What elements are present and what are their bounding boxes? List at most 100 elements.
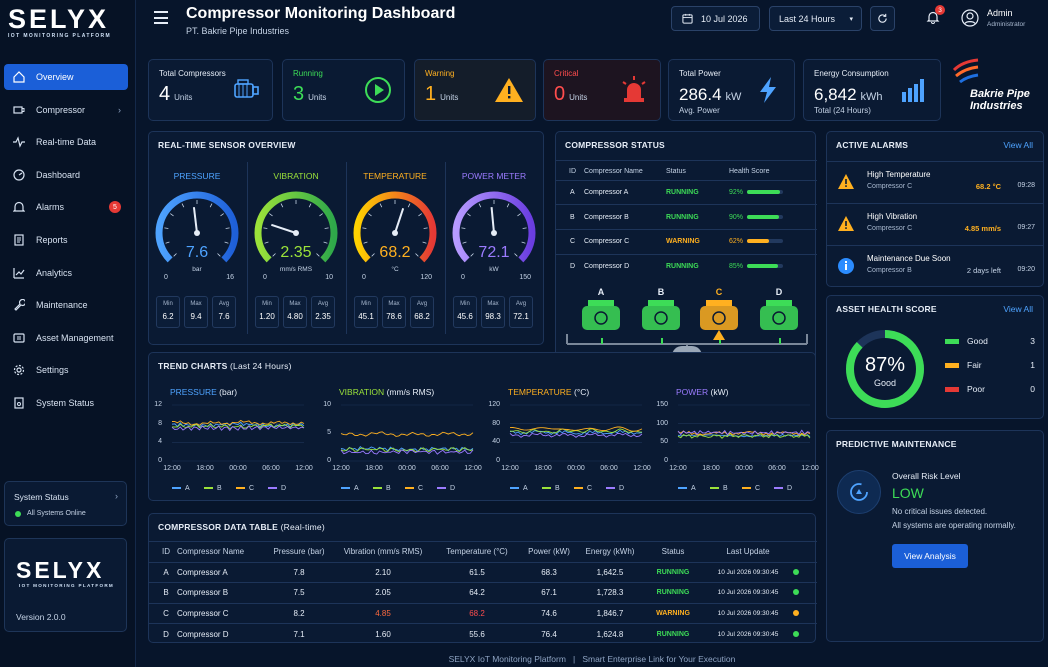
sidebar-item-compressor[interactable]: Compressor › bbox=[4, 97, 128, 123]
warning-icon bbox=[837, 215, 855, 233]
date-picker[interactable]: 10 Jul 2026 bbox=[671, 6, 760, 31]
sidebar-item-analytics[interactable]: Analytics bbox=[4, 260, 128, 286]
sidebar-item-dashboard[interactable]: Dashboard bbox=[4, 162, 128, 188]
risk-label: Overall Risk Level bbox=[892, 471, 961, 481]
version-label: Version 2.0.0 bbox=[16, 612, 66, 622]
view-analysis-button[interactable]: View Analysis bbox=[892, 544, 968, 568]
sidebar-item-settings[interactable]: Settings bbox=[4, 357, 128, 383]
series-line-c bbox=[509, 426, 643, 432]
gauge-max: 150 bbox=[519, 274, 531, 281]
alarm-item[interactable]: High Temperature Compressor C 68.2 °C 09:28 bbox=[827, 161, 1043, 202]
cell-health: 90% bbox=[729, 205, 817, 230]
refresh-button[interactable] bbox=[870, 6, 895, 31]
alarm-title: High Temperature bbox=[867, 170, 931, 179]
kpi-sub: Total (24 Hours) bbox=[814, 106, 871, 115]
table-row[interactable]: D Compressor D 7.1 1.60 55.6 76.4 1,624.8 RUNNI… bbox=[149, 623, 817, 645]
stat-label: Min bbox=[361, 301, 371, 307]
x-tick-label: 00:00 bbox=[398, 465, 416, 472]
gauge-stat-max: Max 78.6 bbox=[382, 296, 406, 328]
time-range-select[interactable]: Last 24 Hours ▾ bbox=[769, 6, 862, 31]
kpi-warning[interactable]: Warning 1 Units bbox=[414, 59, 536, 121]
series-line-a bbox=[509, 429, 643, 436]
cell-name: Compressor B bbox=[177, 588, 229, 598]
y-tick-label: 0 bbox=[327, 457, 331, 464]
cell-status: RUNNING bbox=[656, 568, 690, 576]
sidebar-item-asset-management[interactable]: Asset Management bbox=[4, 325, 128, 351]
alarm-value: 2 days left bbox=[966, 266, 1001, 275]
alarm-item[interactable]: Maintenance Due Soon Compressor B 2 days l… bbox=[827, 245, 1043, 286]
kpi-total-compressors[interactable]: Total Compressors 4 Units bbox=[148, 59, 273, 121]
trend-chart bbox=[677, 404, 811, 462]
cell-update: 10 Jul 2026 09:30:45 bbox=[717, 630, 779, 638]
cell-temp: 64.2 bbox=[469, 588, 485, 598]
cell-vibration: 2.05 bbox=[375, 588, 391, 598]
system-status-box[interactable]: System Status › All Systems Online bbox=[4, 481, 127, 526]
gauge-tick bbox=[323, 241, 328, 244]
notifications-button[interactable]: 3 bbox=[926, 5, 945, 26]
cell-name: Compressor D bbox=[584, 263, 630, 271]
gauge-tick bbox=[324, 227, 329, 229]
alarm-time: 09:27 bbox=[1017, 224, 1035, 231]
cell-status: RUNNING bbox=[666, 263, 699, 271]
sidebar-item-label: Compressor bbox=[36, 104, 86, 115]
sidebar-item-alarms[interactable]: Alarms 5 bbox=[4, 194, 128, 220]
sidebar-item-real-time-data[interactable]: Real-time Data bbox=[4, 129, 128, 155]
kpi-value: 286.4 kW bbox=[679, 85, 742, 104]
kpi-label: Total Power bbox=[679, 69, 721, 78]
stat-value: 6.2 bbox=[162, 312, 174, 321]
info-icon bbox=[837, 257, 855, 275]
compressor-unit-icon bbox=[760, 306, 798, 330]
trend-title: POWER (kW) bbox=[676, 387, 729, 397]
table-row[interactable]: A Compressor A 7.8 2.10 61.5 68.3 1,642.5 RUNNI… bbox=[149, 562, 817, 583]
menu-toggle-icon[interactable] bbox=[154, 11, 168, 28]
col-header: Temperature (°C) bbox=[446, 546, 508, 556]
table-row[interactable]: C Compressor C WARNING 62% bbox=[556, 229, 817, 254]
sidebar-item-maintenance[interactable]: Maintenance bbox=[4, 292, 128, 318]
footer-left: SELYX IoT Monitoring Platform bbox=[448, 654, 566, 664]
app-logo[interactable]: SELYX IOT MONITORING PLATFORM bbox=[8, 6, 130, 40]
panel-title: COMPRESSOR STATUS bbox=[565, 140, 665, 150]
table-row[interactable]: D Compressor D RUNNING 85% bbox=[556, 254, 817, 279]
gauge-tick bbox=[470, 253, 474, 257]
alarms-view-all-link[interactable]: View All bbox=[1003, 140, 1033, 150]
gauge-tick bbox=[181, 203, 185, 208]
cell-id: A bbox=[163, 567, 169, 577]
dashboard-icon bbox=[12, 168, 26, 182]
panel-title: TREND CHARTS (Last 24 Hours) bbox=[158, 361, 292, 371]
sidebar-item-reports[interactable]: Reports bbox=[4, 227, 128, 253]
cell-energy: 1,642.5 bbox=[596, 567, 624, 577]
health-view-all-link[interactable]: View All bbox=[1003, 304, 1033, 314]
sidebar-item-system-status[interactable]: System Status bbox=[4, 390, 128, 416]
cell-temp: 55.6 bbox=[469, 629, 485, 639]
user-avatar-icon[interactable] bbox=[961, 9, 979, 27]
table-row[interactable]: B Compressor B 7.5 2.05 64.2 67.1 1,728.3 RUNNI… bbox=[149, 582, 817, 604]
trend-legend-item: B bbox=[710, 485, 728, 492]
gauge-tick bbox=[319, 213, 323, 217]
x-tick-label: 00:00 bbox=[735, 465, 753, 472]
x-tick-label: 12:00 bbox=[332, 465, 350, 472]
user-name[interactable]: Admin bbox=[987, 8, 1013, 18]
table-row[interactable]: B Compressor B RUNNING 90% bbox=[556, 204, 817, 230]
kpi-running[interactable]: Running 3 Units bbox=[282, 59, 405, 121]
cell-name: Compressor C bbox=[584, 238, 630, 246]
gauge-tick bbox=[363, 241, 368, 244]
series-line-d bbox=[171, 425, 305, 432]
footer-logo-box: SELYX IOT MONITORING PLATFORM Version 2.… bbox=[4, 538, 127, 632]
table-row[interactable]: A Compressor A RUNNING 92% bbox=[556, 180, 817, 205]
gauge-arc bbox=[155, 191, 239, 263]
compressor-top-icon bbox=[648, 300, 674, 306]
compressor-unit-icon bbox=[582, 306, 620, 330]
sidebar-item-overview[interactable]: Overview bbox=[4, 64, 128, 90]
alarm-item[interactable]: High Vibration Compressor C 4.85 mm/s 09:27 bbox=[827, 203, 1043, 244]
legend-swatch bbox=[268, 487, 277, 489]
sidebar-item-label: Reports bbox=[36, 234, 68, 245]
table-row[interactable]: C Compressor C 8.2 4.85 68.2 74.6 1,846.7 WARNI… bbox=[149, 603, 817, 624]
sidebar-item-label: System Status bbox=[36, 397, 95, 408]
kpi-label: Critical bbox=[554, 69, 579, 78]
kpi-total-power[interactable]: Total Power 286.4 kW Avg. Power bbox=[668, 59, 795, 121]
x-tick-label: 12:00 bbox=[501, 465, 519, 472]
compressor-fan-icon bbox=[772, 311, 786, 325]
kpi-critical[interactable]: Critical 0 Units bbox=[543, 59, 661, 121]
cell-power: 68.3 bbox=[541, 567, 557, 577]
kpi-energy[interactable]: Energy Consumption 6,842 kWh Total (24 Ho… bbox=[803, 59, 941, 121]
